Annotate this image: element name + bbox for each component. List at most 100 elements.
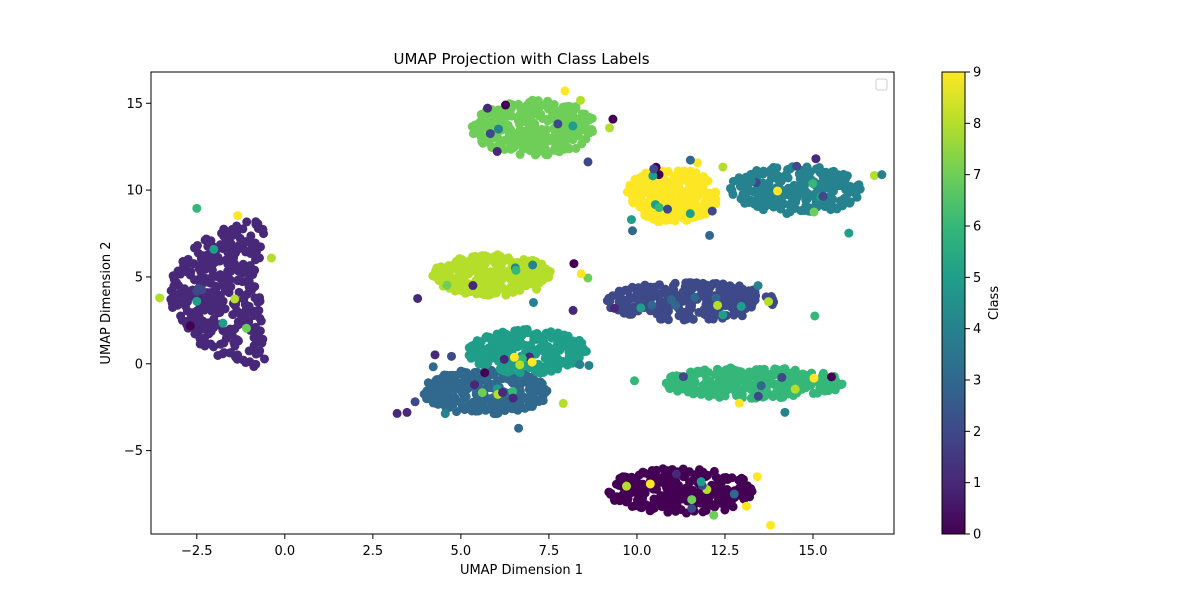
data-point bbox=[544, 266, 554, 276]
y-tick-label: 0 bbox=[135, 357, 143, 372]
data-point bbox=[558, 105, 568, 115]
data-point bbox=[531, 136, 541, 146]
plot-frame bbox=[150, 71, 895, 535]
data-point bbox=[484, 332, 494, 342]
data-point bbox=[705, 230, 715, 240]
data-point bbox=[687, 495, 697, 505]
data-point bbox=[792, 192, 802, 202]
data-point bbox=[824, 382, 834, 392]
data-point bbox=[515, 360, 525, 370]
data-point bbox=[794, 377, 804, 387]
data-point bbox=[745, 379, 755, 389]
data-point bbox=[244, 301, 254, 311]
data-point bbox=[190, 275, 200, 285]
data-point bbox=[233, 317, 243, 327]
data-point bbox=[681, 278, 691, 288]
data-point bbox=[758, 193, 768, 203]
y-tick-label: −5 bbox=[124, 444, 143, 459]
data-point bbox=[183, 254, 193, 264]
data-point bbox=[604, 487, 614, 497]
data-point bbox=[645, 506, 655, 516]
data-point bbox=[229, 249, 239, 259]
data-point bbox=[729, 310, 739, 320]
data-point bbox=[622, 481, 632, 491]
data-point bbox=[736, 301, 746, 311]
data-point bbox=[410, 397, 420, 407]
data-point bbox=[176, 311, 186, 321]
colorbar-tick-label: 8 bbox=[973, 117, 981, 132]
data-point bbox=[748, 290, 758, 300]
data-point bbox=[753, 391, 763, 401]
data-point bbox=[679, 315, 689, 325]
data-point bbox=[251, 249, 261, 259]
data-point bbox=[423, 378, 433, 388]
data-point bbox=[844, 228, 854, 238]
colorbar-tick-label: 0 bbox=[973, 528, 981, 543]
data-point bbox=[191, 306, 201, 316]
data-point bbox=[182, 297, 192, 307]
data-point bbox=[517, 117, 527, 127]
data-point bbox=[456, 366, 466, 376]
data-point bbox=[448, 397, 458, 407]
data-point bbox=[471, 348, 481, 358]
data-point bbox=[587, 125, 597, 135]
data-point bbox=[528, 144, 538, 154]
data-point bbox=[656, 185, 666, 195]
data-point bbox=[233, 211, 243, 221]
data-point bbox=[808, 179, 818, 189]
data-point bbox=[900, 389, 909, 398]
data-point bbox=[676, 203, 686, 213]
data-point bbox=[616, 476, 626, 486]
data-point bbox=[569, 113, 579, 123]
data-point bbox=[168, 303, 178, 313]
data-point bbox=[798, 369, 808, 379]
data-point bbox=[447, 351, 457, 361]
data-point bbox=[667, 381, 677, 391]
data-point bbox=[576, 269, 586, 279]
data-point bbox=[839, 179, 849, 189]
data-point bbox=[230, 294, 240, 304]
data-point bbox=[770, 364, 780, 374]
data-point bbox=[234, 224, 244, 234]
data-point bbox=[491, 398, 501, 408]
data-point bbox=[467, 259, 477, 269]
data-point bbox=[661, 492, 671, 502]
data-point bbox=[472, 336, 482, 346]
data-point bbox=[557, 140, 567, 150]
data-point bbox=[744, 367, 754, 377]
data-point bbox=[604, 123, 614, 133]
data-point bbox=[764, 199, 774, 209]
data-point bbox=[223, 266, 233, 276]
colorbar-tick-label: 7 bbox=[973, 168, 981, 183]
data-point bbox=[233, 350, 243, 360]
data-point bbox=[710, 187, 720, 197]
data-point bbox=[583, 157, 593, 167]
data-point bbox=[166, 286, 176, 296]
data-point bbox=[232, 306, 242, 316]
data-point bbox=[477, 388, 487, 398]
data-point bbox=[507, 378, 517, 388]
data-point bbox=[464, 350, 474, 360]
data-point bbox=[647, 292, 657, 302]
data-point bbox=[785, 186, 795, 196]
data-point bbox=[246, 231, 256, 241]
data-point bbox=[203, 323, 213, 333]
data-point bbox=[737, 177, 747, 187]
data-point bbox=[524, 98, 534, 108]
data-point bbox=[244, 246, 254, 256]
data-point bbox=[527, 357, 537, 367]
data-point bbox=[728, 380, 738, 390]
data-point bbox=[525, 342, 535, 352]
data-point bbox=[711, 293, 721, 303]
data-point bbox=[697, 174, 707, 184]
data-point bbox=[826, 185, 836, 195]
data-point bbox=[638, 284, 648, 294]
data-point bbox=[817, 169, 827, 179]
data-point bbox=[845, 197, 855, 207]
data-point bbox=[233, 275, 243, 285]
data-point bbox=[614, 493, 624, 503]
data-point bbox=[202, 260, 212, 270]
data-point bbox=[538, 365, 548, 375]
data-point bbox=[442, 280, 452, 290]
y-tick-label: 10 bbox=[126, 184, 143, 199]
